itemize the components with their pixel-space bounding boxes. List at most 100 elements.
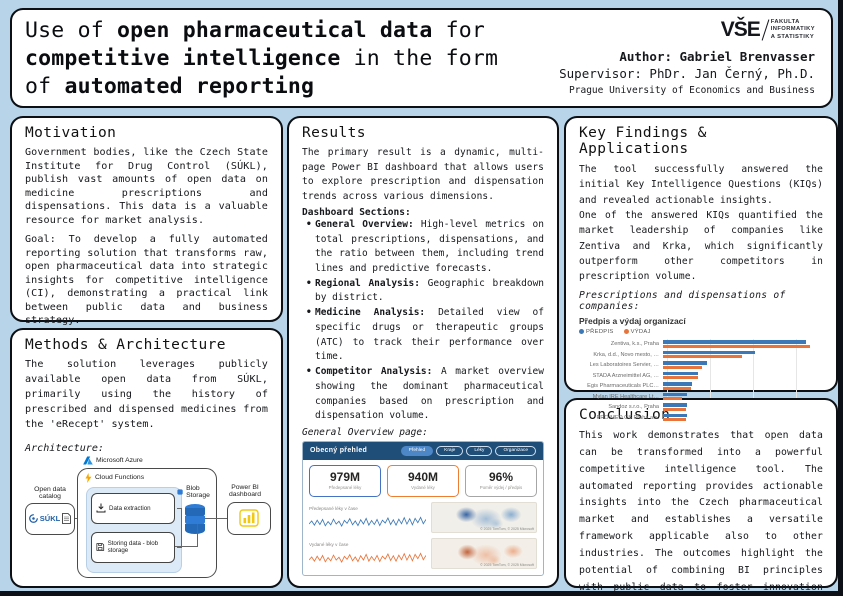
powerbi-box (227, 501, 271, 535)
blob-storage-icon (185, 503, 205, 534)
azure-label: Microsoft Azure (83, 456, 143, 465)
dashboard-row-dispensations: Vydané léky v čase © 2025 TomTom, © 2025… (309, 537, 537, 569)
cloud-functions-label: Cloud Functions (85, 472, 144, 483)
kpi-row: 979M Předepsané léky 940M Vydané léky 96% Pom… (309, 464, 537, 497)
bar-chart-legend: PŘEDPIS VÝDAJ (579, 329, 823, 335)
dashboard-nav-pill: Organizace (495, 445, 536, 456)
header-box: Use of open pharmaceutical data for comp… (10, 8, 833, 108)
azure-boundary-box: Cloud Functions Data extraction (77, 467, 217, 578)
author-block: VŠE FAKULTA INFORMATIKY A STATISTIKY Aut… (559, 18, 815, 96)
poster-title: Use of open pharmaceutical data for comp… (25, 18, 499, 99)
companies-chart-label: Prescriptions and dispensations of compa… (579, 289, 786, 312)
connector-line (181, 507, 182, 548)
dashboard-nav: Přehled Kraje Léky Organizace (400, 445, 536, 456)
findings-heading: Key Findings & Applications (579, 125, 707, 157)
logo-divider (761, 19, 770, 41)
bar-chart-row: Mylan IRE Healthcare Lt… (579, 391, 823, 402)
dashboard-header: Obecný přehled Přehled Kraje Léky Organizac… (303, 441, 543, 460)
panel-motivation: Motivation Government bodies, like the C… (10, 116, 283, 326)
dashboard-nav-pill: Kraje (436, 445, 464, 456)
vse-logo-text: VŠE (720, 18, 761, 41)
vse-logo: VŠE FAKULTA INFORMATIKY A STATISTIKY (559, 18, 815, 42)
methods-paragraph: The solution leverages publicly availabl… (25, 359, 268, 430)
supervisor-line: Supervisor: PhDr. Jan Černý, Ph.D. (559, 66, 815, 81)
panel-methods: Methods & Architecture The solution leve… (10, 328, 283, 588)
faculty-name: FAKULTA INFORMATIKY A STATISTIKY (770, 19, 815, 40)
author-line: Author: Gabriel Brenvasser (619, 49, 815, 64)
connector-line (75, 517, 77, 519)
map-attribution: © 2025 TomTom, © 2025 Microsoft (480, 562, 534, 567)
dashboard-body: 979M Předepsané léky 940M Vydané léky 96% Pom… (303, 460, 543, 575)
bar-chart-row: Sandoz s.r.o., Praha (579, 402, 823, 413)
bar-chart-row: Krka, d.d., Novo mesto, … (579, 349, 823, 360)
download-icon (96, 503, 106, 513)
bar-chart-title: Předpis a výdaj organizací (579, 315, 686, 326)
connector-line (177, 546, 181, 548)
motivation-paragraph-1: Government bodies, like the Czech State … (25, 147, 268, 226)
results-intro: The primary result is a dynamic, multi-p… (302, 147, 544, 203)
bar-chart-rows: Zentiva, k.s., Praha Krka, d.d., Novo mes… (579, 339, 823, 423)
prescriptions-sparkline (309, 516, 426, 527)
kpi-card: 96% Poměr výdej / předpis (465, 464, 537, 497)
conclusion-heading: Conclusion (579, 407, 671, 423)
architecture-diagram: Microsoft Azure Cloud Functions Data ext (25, 456, 271, 584)
legend-item: VÝDAJ (623, 329, 651, 335)
dispensations-map: © 2025 TomTom, © 2025 Microsoft (431, 537, 537, 569)
dashboard-section-item: Regional Analysis: Geographic breakdown … (306, 277, 544, 306)
dashboard-sections-list: General Overview: High-level metrics on … (302, 218, 544, 424)
dashboard-section-item: Medicine Analysis: Detailed view of spec… (306, 306, 544, 365)
kpi-card: 979M Předepsané léky (309, 464, 381, 497)
findings-paragraph-2: One of the answered KIQs quantified the … (579, 210, 823, 283)
prescriptions-trend-chart: Předepsané léky v čase (309, 506, 426, 533)
bar-chart-row: STADA Arzneimittel AG, … (579, 370, 823, 381)
dispensations-trend-chart: Vydané léky v čase (309, 542, 426, 569)
architecture-label: Architecture: (25, 442, 105, 454)
dashboard-nav-pill: Léky (466, 445, 493, 456)
sukl-logo-icon (28, 514, 38, 524)
document-icon (62, 513, 72, 525)
panel-key-findings: Key Findings & Applications The tool suc… (564, 116, 838, 431)
conclusion-paragraph: This work demonstrates that open data ca… (579, 430, 823, 593)
connector-line (175, 545, 198, 547)
connector-line (205, 517, 227, 519)
save-icon (96, 543, 105, 551)
dashboard-section-item: Competitor Analysis: A market overview s… (306, 365, 544, 424)
overview-page-label: General Overview page: (302, 426, 428, 438)
companies-bar-chart: Předpis a výdaj organizací PŘEDPIS VÝDAJ … (579, 316, 823, 434)
sukl-box: SÚKL (25, 502, 75, 535)
bar-chart-row: Les Laboratoires Servier, … (579, 360, 823, 371)
panel-conclusion: Conclusion This work demonstrates that o… (564, 398, 838, 591)
legend-item: PŘEDPIS (579, 329, 614, 335)
lightning-icon (85, 472, 92, 483)
trend-chart-label: Vydané léky v čase (309, 541, 349, 547)
connector-line (197, 523, 198, 547)
storing-data-box: Storing data - blob storage (91, 531, 175, 563)
connector-line (177, 507, 181, 509)
dashboard-nav-pill: Přehled (400, 445, 434, 456)
data-extraction-box: Data extraction (91, 492, 175, 524)
powerbi-icon (239, 509, 259, 527)
methods-heading: Methods & Architecture (25, 337, 226, 353)
dispensations-sparkline (309, 552, 426, 563)
dashboard-sections-label: Dashboard Sections: (302, 206, 411, 218)
motivation-heading: Motivation (25, 125, 117, 141)
dashboard-section-item: General Overview: High-level metrics on … (306, 218, 544, 277)
motivation-paragraph-2: Goal: To develop a fully automated repor… (25, 234, 268, 327)
prescriptions-map: © 2025 TomTom, © 2025 Microsoft (431, 501, 537, 533)
blob-badge-icon (177, 489, 183, 495)
map-attribution: © 2025 TomTom, © 2025 Microsoft (480, 526, 534, 531)
powerbi-label: Power BI dashboard (228, 483, 262, 499)
azure-icon (83, 456, 93, 465)
bar-chart-plot: Zentiva, k.s., Praha Krka, d.d., Novo mes… (579, 338, 823, 434)
sukl-logo-text: SÚKL (39, 514, 61, 524)
results-heading: Results (302, 125, 366, 141)
dashboard-title: Obecný přehled (310, 447, 368, 455)
open-data-catalog-label: Open data catalog (34, 485, 66, 501)
bar-chart-row: Egis Pharmaceuticals PLC… (579, 381, 823, 392)
university-name: Prague University of Economics and Busin… (569, 85, 815, 96)
kpi-card: 940M Vydané léky (387, 464, 459, 497)
trend-chart-label: Předepsané léky v čase (309, 505, 358, 511)
dashboard-screenshot: Obecný přehled Přehled Kraje Léky Organizac… (302, 440, 544, 576)
blob-storage-label: Blob Storage (177, 485, 216, 499)
